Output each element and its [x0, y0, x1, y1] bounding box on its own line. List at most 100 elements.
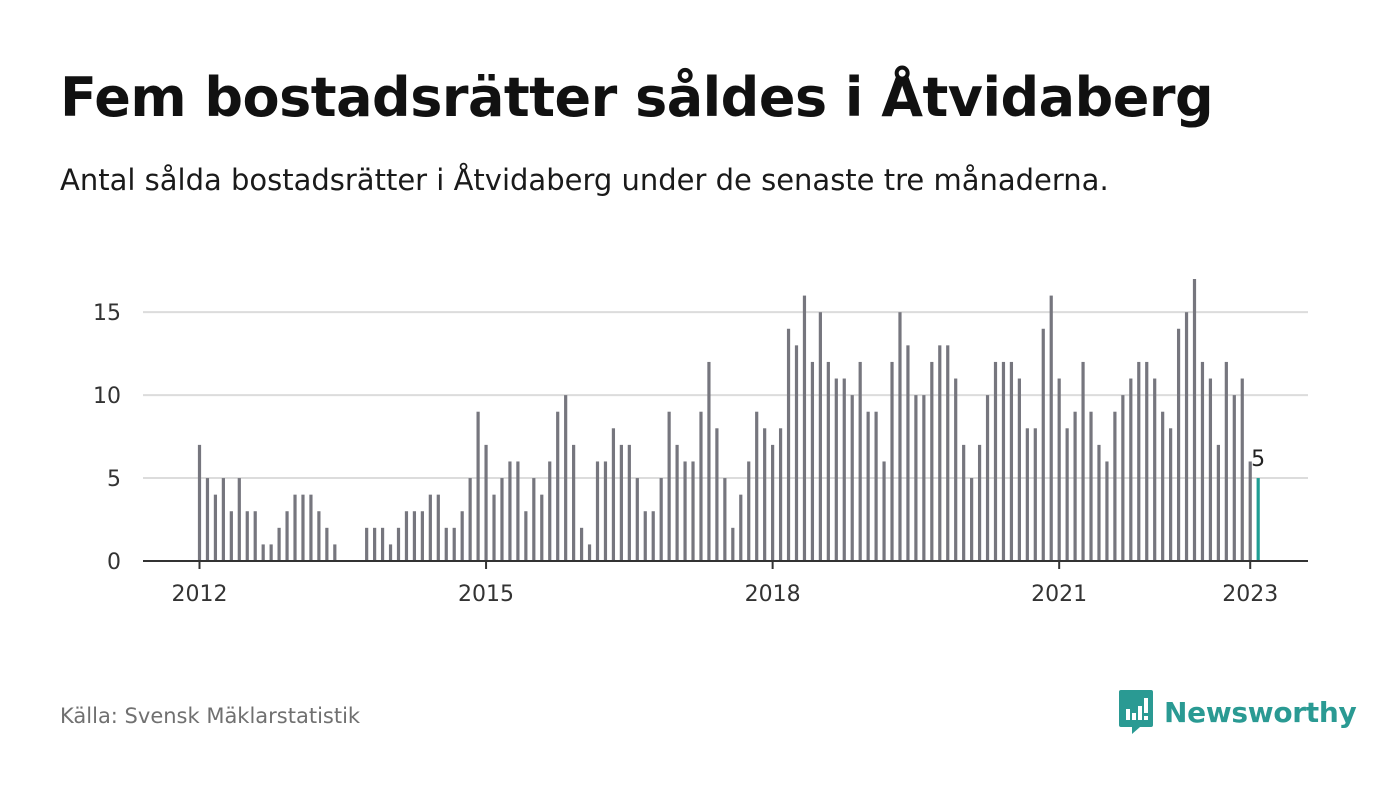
bar	[205, 478, 210, 561]
brand-logo[interactable]: Newsworthy	[1118, 688, 1357, 736]
bar	[890, 361, 894, 561]
bar	[1081, 361, 1085, 561]
bar	[778, 428, 783, 561]
bar	[938, 345, 942, 561]
chart-subtitle: Antal sålda bostadsrätter i Åtvidaberg u…	[60, 163, 1109, 197]
bar	[834, 378, 838, 561]
bar	[818, 312, 822, 561]
bar	[468, 478, 472, 561]
bar	[985, 395, 990, 561]
bar	[683, 461, 687, 561]
bar	[810, 361, 815, 561]
bar	[1089, 411, 1093, 561]
bar	[548, 461, 552, 561]
bar	[739, 494, 743, 561]
bar	[285, 511, 289, 561]
bar	[627, 444, 631, 561]
bar	[532, 478, 536, 561]
bar	[1224, 361, 1228, 561]
x-tick-label: 2023	[1222, 582, 1278, 607]
y-tick-label: 5	[107, 467, 121, 492]
bar	[850, 395, 854, 561]
bar	[1009, 361, 1014, 561]
bar	[914, 395, 918, 561]
bar	[1176, 328, 1181, 561]
x-tick-label: 2018	[745, 582, 801, 607]
bar	[420, 511, 424, 561]
bar	[1017, 378, 1021, 561]
bar	[898, 312, 902, 561]
bar	[325, 527, 329, 561]
bar	[747, 461, 751, 561]
bar	[1208, 378, 1213, 561]
bar	[882, 461, 886, 561]
bar	[564, 395, 568, 561]
bar	[1145, 361, 1149, 561]
bar	[1041, 328, 1045, 561]
bar	[508, 461, 512, 561]
bar	[667, 411, 671, 561]
bar	[277, 527, 281, 561]
x-tick-label: 2012	[172, 582, 228, 607]
last-value-label: 5	[1251, 447, 1265, 472]
bar	[651, 511, 655, 561]
bar	[492, 494, 496, 561]
bar	[1184, 312, 1189, 561]
bar	[930, 361, 934, 561]
bar	[1232, 395, 1236, 561]
bar	[412, 511, 417, 561]
bar	[293, 494, 297, 561]
y-tick-label: 15	[93, 301, 121, 326]
bar	[309, 494, 313, 561]
bar	[858, 361, 862, 561]
bar	[874, 411, 878, 561]
bar	[707, 361, 711, 561]
bar	[213, 494, 218, 561]
bar	[635, 478, 639, 561]
bar	[1200, 361, 1205, 561]
bar	[1192, 279, 1197, 561]
bar	[436, 494, 440, 561]
gridlines	[143, 311, 1308, 480]
chart-title: Fem bostadsrätter såldes i Åtvidaberg	[60, 66, 1214, 129]
bar	[1153, 378, 1157, 561]
bar	[954, 378, 958, 561]
y-tick-label: 10	[93, 384, 121, 409]
bar	[317, 511, 321, 561]
bar	[771, 444, 775, 561]
bar	[691, 461, 695, 561]
bar	[1129, 378, 1133, 561]
bar	[1033, 428, 1037, 561]
y-tick-label: 0	[107, 550, 121, 575]
bar	[237, 478, 241, 561]
x-tick-label: 2015	[458, 582, 514, 607]
bar	[373, 527, 377, 561]
bar	[1113, 411, 1117, 561]
bar	[540, 494, 544, 561]
bar	[906, 345, 910, 561]
bar	[1001, 361, 1006, 561]
bar	[1137, 361, 1141, 561]
bar	[380, 527, 385, 561]
bar	[572, 444, 576, 561]
bar	[253, 511, 257, 561]
x-tick-label: 2021	[1031, 582, 1087, 607]
bar	[1025, 428, 1029, 561]
bar	[611, 428, 616, 561]
bar	[197, 444, 202, 561]
bar-highlight	[1256, 478, 1260, 561]
bar	[579, 527, 584, 561]
bar	[946, 345, 950, 561]
axes	[143, 560, 1308, 569]
bar	[428, 494, 432, 561]
bar	[826, 361, 830, 561]
bar	[524, 511, 528, 561]
bar	[500, 478, 504, 561]
bar	[365, 527, 369, 561]
bar	[261, 544, 265, 561]
bar	[731, 527, 735, 561]
bar	[723, 478, 727, 561]
newsworthy-logo-icon	[1119, 690, 1153, 734]
bar	[1216, 444, 1220, 561]
bar	[396, 527, 401, 561]
